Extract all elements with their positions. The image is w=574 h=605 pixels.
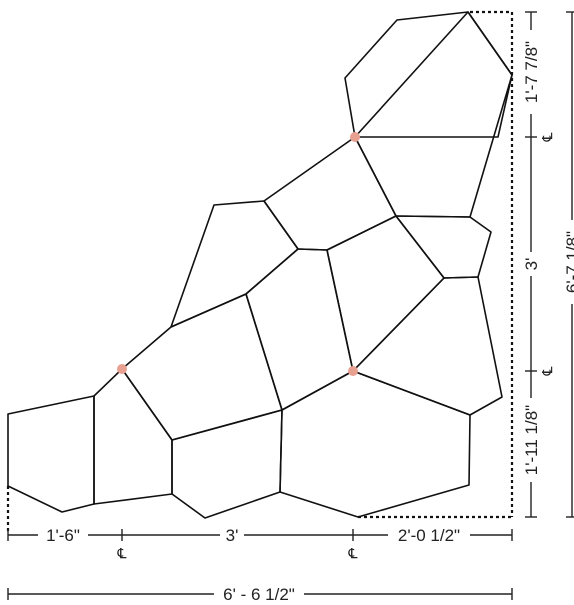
stone-far-left: [7, 395, 95, 513]
right-segment-top-label: 1'-7 7/8": [522, 41, 541, 103]
bottom-label-left-bg: [38, 525, 88, 545]
right-label-top-bg: [521, 30, 541, 114]
overall-height-label: 6'-7 1/8": [563, 231, 574, 293]
stone-top-right: [354, 11, 513, 218]
stone-left-middle: [121, 293, 283, 441]
overall-height-label-bg: [562, 220, 574, 304]
bottom-segment-middle-label: 3': [226, 526, 239, 545]
centerline-symbol-left: ℄: [117, 545, 127, 561]
centerline-symbol-right-top: ℄: [539, 133, 555, 143]
node-center: [348, 366, 358, 376]
right-segment-middle-label: 3': [522, 258, 541, 271]
stone-right-small: [395, 215, 492, 279]
anchor-nodes: [117, 132, 360, 376]
stone-upper-middle: [263, 136, 397, 251]
flagstone-pattern: [7, 11, 513, 519]
node-top: [350, 132, 360, 142]
overall-width-label: 6' - 6 1/2": [223, 585, 295, 604]
stone-top: [344, 11, 513, 138]
bottom-label-right-bg: [388, 525, 470, 545]
node-left: [117, 364, 127, 374]
right-label-bottom-bg: [521, 398, 541, 482]
bottom-segment-left-label: 1'-6": [46, 526, 80, 545]
overall-width-label-bg: [214, 584, 304, 604]
stone-center-upper: [326, 215, 445, 372]
bottom-segment-right-label: 2'-0 1/2": [398, 526, 460, 545]
stone-center-left: [245, 248, 354, 411]
bounding-outline: [6, 10, 514, 532]
centerline-symbol-right-bottom: ℄: [539, 367, 555, 377]
stone-bottom-right: [279, 370, 471, 518]
right-segment-bottom-label: 1'-11 1/8": [522, 405, 541, 475]
stone-upper-left: [170, 200, 299, 328]
right-label-middle-bg: [521, 252, 541, 276]
bottom-label-middle-bg: [220, 525, 244, 545]
stone-right-long: [352, 276, 503, 416]
stone-bottom-middle: [171, 409, 283, 519]
centerline-symbol-center: ℄: [348, 545, 358, 561]
stone-bottom-left: [93, 368, 173, 505]
